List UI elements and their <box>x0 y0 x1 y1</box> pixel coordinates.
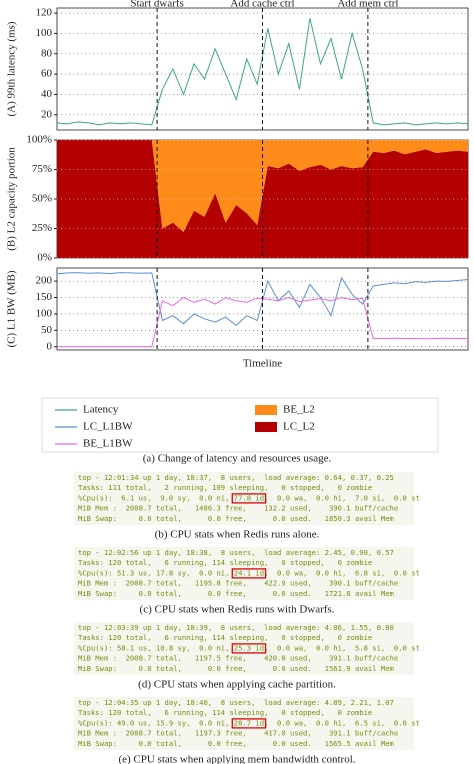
y-tick-label: 25% <box>32 222 52 234</box>
terminal-line: %Cpu(s): 58.1 us, 10.8 sy, 0.0 ni, 25.3 … <box>78 643 420 652</box>
terminal-line: MiB Swap: 0.0 total, 0.0 free, 0.0 used.… <box>78 739 394 748</box>
terminal <box>74 622 414 675</box>
terminal-line: Tasks: 120 total, 6 running, 114 sleepin… <box>78 708 372 717</box>
legend-label: LC_L2 <box>283 421 315 433</box>
y-tick-label: 75% <box>32 163 52 175</box>
terminal-text: MiB Mem : 2008.7 total, 1197.5 free, 420… <box>78 654 398 663</box>
terminal-text: MiB Swap: 0.0 total, 0.0 free, 0.0 used.… <box>78 514 394 523</box>
terminal-text: Tasks: 120 total, 6 running, 114 sleepin… <box>78 558 372 567</box>
highlight-text: 77.8 id <box>234 493 264 502</box>
terminal-text: MiB Mem : 2008.7 total, 1197.3 free, 417… <box>78 729 398 738</box>
terminal-line: top - 12:04:35 up 1 day, 18:40, 8 users,… <box>78 698 394 707</box>
terminal-line: MiB Swap: 0.0 total, 0.0 free, 0.0 used.… <box>78 514 394 523</box>
terminal-text: MiB Mem : 2008.7 total, 1486.3 free, 132… <box>78 504 398 513</box>
terminal-line: %Cpu(s): 49.0 us, 15.9 sy, 0.0 ni, 28.7 … <box>78 718 420 727</box>
y-tick-label: 0% <box>37 252 52 264</box>
terminal <box>74 547 414 600</box>
y-tick-label: 100% <box>26 134 52 146</box>
y-tick-label: 0 <box>47 340 53 352</box>
legend-label: BE_L1BW <box>83 438 133 450</box>
y-tick-label: 100 <box>36 27 53 39</box>
terminal <box>74 697 414 750</box>
terminal-line: Tasks: 111 total, 2 running, 109 sleepin… <box>78 483 372 492</box>
y-axis-label: (B) L2 capacity portion <box>6 147 18 251</box>
terminal-text: , 0.0 wa, 0.0 hi, 7.0 si, 0.0 st <box>264 493 420 502</box>
y-axis-label: (A) 99th latency (ms) <box>6 21 18 116</box>
terminal-text: %Cpu(s): 49.0 us, 15.9 sy, 0.0 ni, <box>78 718 234 727</box>
terminal-text: %Cpu(s): 6.1 us, 9.0 sy, 0.0 ni, <box>78 493 234 502</box>
terminal-line: top - 12:03:39 up 1 day, 18:39, 8 users,… <box>78 623 394 632</box>
terminal-text: , 0.0 wa, 0.0 hi, 5.8 si, 0.0 st <box>264 643 420 652</box>
y-tick-label: 60 <box>41 68 53 80</box>
terminal-text: %Cpu(s): 51.3 us, 17.8 sy, 0.0 ni, <box>78 568 234 577</box>
caption: (a) Change of latency and resources usag… <box>143 453 332 465</box>
y-tick-label: 200 <box>36 275 53 287</box>
terminal-line: %Cpu(s): 6.1 us, 9.0 sy, 0.0 ni, 77.8 id… <box>78 493 420 502</box>
terminal-line: MiB Swap: 0.0 total, 0.0 free, 0.0 used.… <box>78 589 394 598</box>
legend-label: LC_L1BW <box>83 421 133 433</box>
y-tick-label: 40 <box>41 88 53 100</box>
terminal-text: Tasks: 120 total, 6 running, 114 sleepin… <box>78 708 372 717</box>
legend-swatch <box>255 405 277 415</box>
caption: (e) CPU stats when applying mem bandwidt… <box>118 754 355 764</box>
terminal-text: , 0.0 wa, 0.0 hi, 6.5 si, 0.0 st <box>264 718 420 727</box>
caption: (d) CPU stats when applying cache partit… <box>138 679 336 691</box>
legend-swatch <box>255 422 277 432</box>
terminal-line: MiB Mem : 2008.7 total, 1197.5 free, 420… <box>78 654 398 663</box>
terminal-text: Tasks: 111 total, 2 running, 109 sleepin… <box>78 483 372 492</box>
y-tick-label: 150 <box>36 291 53 303</box>
y-tick-label: 80 <box>41 47 53 59</box>
terminal-line: top - 12:01:34 up 1 day, 18:37, 8 users,… <box>78 473 394 482</box>
terminal-text: MiB Swap: 0.0 total, 0.0 free, 0.0 used.… <box>78 589 394 598</box>
caption: (c) CPU stats when Redis runs with Dwarf… <box>140 604 335 616</box>
highlight-box <box>231 643 267 654</box>
terminal-text: Tasks: 120 total, 6 running, 114 sleepin… <box>78 633 372 642</box>
event-label: Add cache ctrl <box>230 0 294 10</box>
legend-label: BE_L2 <box>283 404 315 416</box>
highlight-box <box>231 718 267 729</box>
highlight-text: 28.7 id <box>234 718 264 727</box>
y-tick-label: 20 <box>41 108 53 120</box>
terminal-line: %Cpu(s): 51.3 us, 17.8 sy, 0.0 ni, 24.1 … <box>78 568 420 577</box>
highlight-box <box>231 568 267 579</box>
terminal-line: MiB Mem : 2008.7 total, 1195.8 free, 422… <box>78 579 398 588</box>
terminal-text: MiB Mem : 2008.7 total, 1195.8 free, 422… <box>78 579 398 588</box>
event-label: Add mem ctrl <box>337 0 398 10</box>
terminal-text: top - 12:03:39 up 1 day, 18:39, 8 users,… <box>78 623 394 632</box>
x-axis-label: Timeline <box>243 358 282 370</box>
terminal-text: top - 12:01:34 up 1 day, 18:37, 8 users,… <box>78 473 394 482</box>
terminal-text: MiB Swap: 0.0 total, 0.0 free, 0.0 used.… <box>78 739 394 748</box>
series-line <box>56 272 469 327</box>
terminal-text: top - 12:02:56 up 1 day, 18:38, 8 users,… <box>78 548 394 557</box>
y-axis-label: (C) L1 BW (MB) <box>6 270 18 347</box>
y-tick-label: 50 <box>41 324 53 336</box>
terminal-text: %Cpu(s): 58.1 us, 10.8 sy, 0.0 ni, <box>78 643 234 652</box>
terminal-line: MiB Swap: 0.0 total, 0.0 free, 0.0 used.… <box>78 664 394 673</box>
terminal-text: MiB Swap: 0.0 total, 0.0 free, 0.0 used.… <box>78 664 394 673</box>
terminal-line: Tasks: 120 total, 6 running, 114 sleepin… <box>78 558 372 567</box>
terminal-text: , 0.0 wa, 0.0 hi, 6.8 si, 0.0 st <box>264 568 420 577</box>
y-tick-label: 120 <box>36 7 53 19</box>
highlight-text: 24.1 id <box>234 568 264 577</box>
event-label: Start dwarfs <box>130 0 183 10</box>
y-tick-label: 50% <box>32 193 52 205</box>
highlight-box <box>231 493 267 504</box>
series-line <box>56 18 469 126</box>
terminal-line: top - 12:02:56 up 1 day, 18:38, 8 users,… <box>78 548 394 557</box>
caption: (b) CPU stats when Redis runs alone. <box>155 529 320 541</box>
terminal-text: top - 12:04:35 up 1 day, 18:40, 8 users,… <box>78 698 394 707</box>
legend-frame <box>41 397 439 453</box>
terminal-line: Tasks: 120 total, 6 running, 114 sleepin… <box>78 633 372 642</box>
terminal-line: MiB Mem : 2008.7 total, 1197.3 free, 417… <box>78 729 398 738</box>
y-tick-label: 100 <box>36 307 53 319</box>
terminal <box>74 472 414 525</box>
terminal-line: MiB Mem : 2008.7 total, 1486.3 free, 132… <box>78 504 398 513</box>
highlight-text: 25.3 id <box>234 643 264 652</box>
legend-label: Latency <box>83 404 119 416</box>
